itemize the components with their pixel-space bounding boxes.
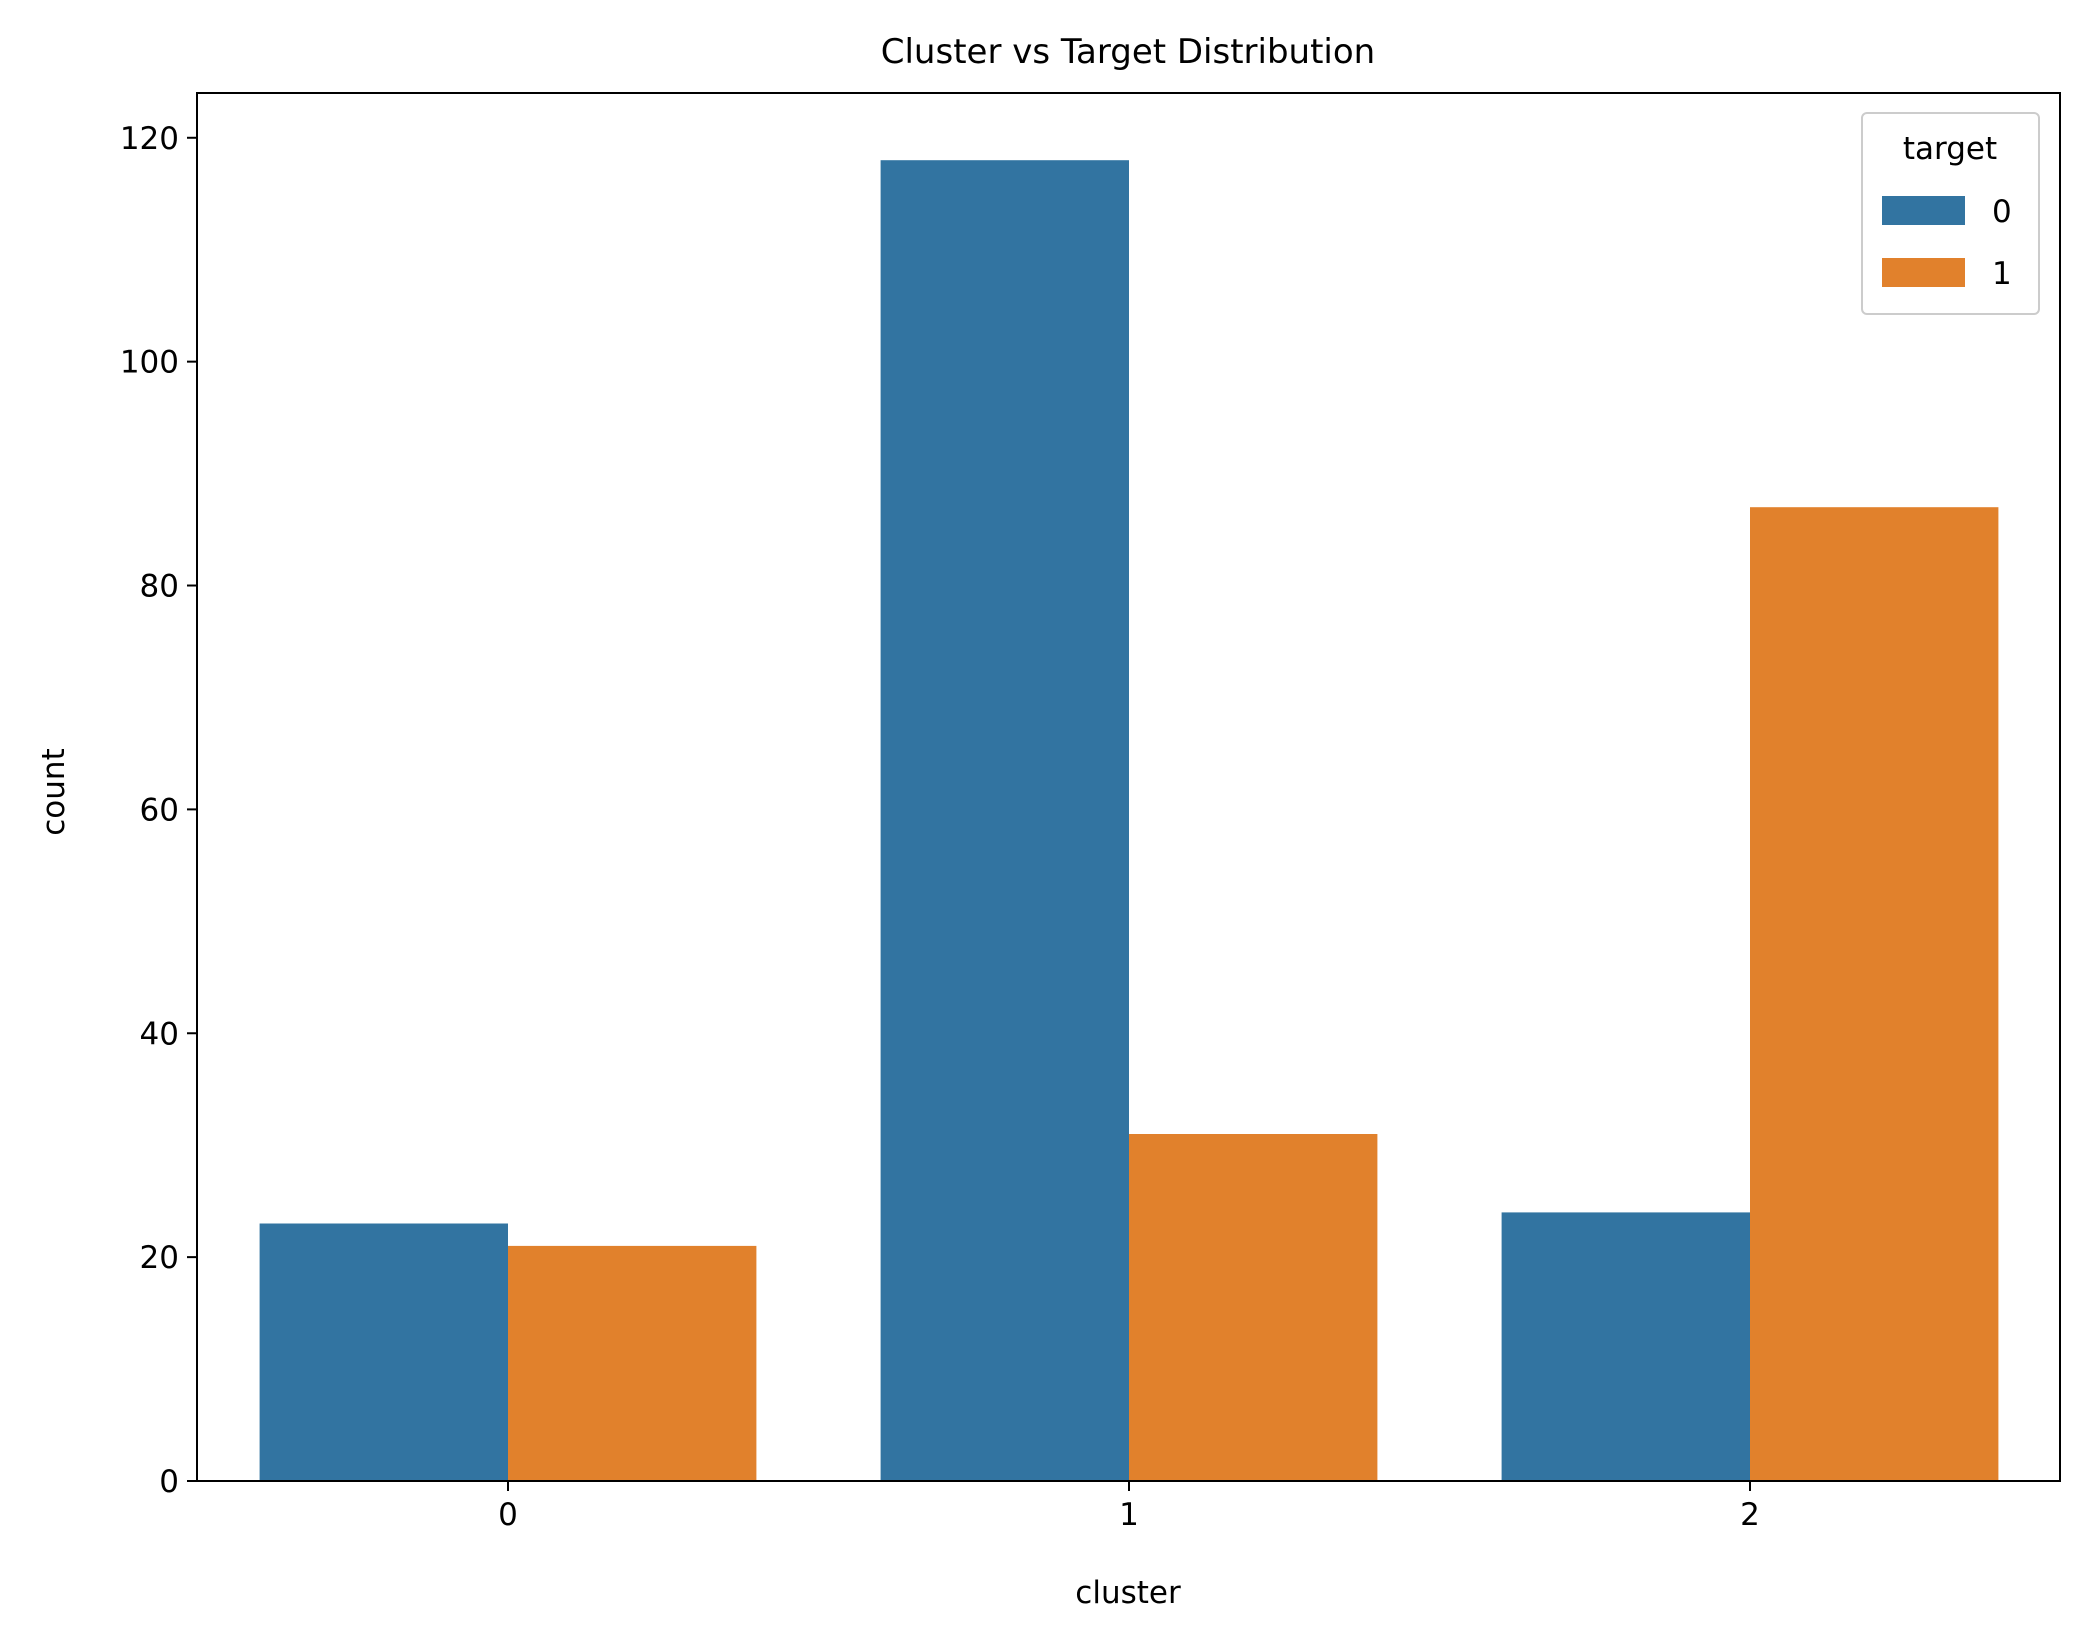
- y-tick-label: 80: [140, 569, 179, 605]
- y-tick-label: 100: [120, 345, 179, 381]
- y-axis-label: count: [36, 748, 72, 835]
- bars-layer: [259, 160, 1999, 1482]
- legend-swatch-1: [1882, 258, 1965, 287]
- legend-label-0: 0: [1992, 194, 2012, 230]
- x-tick-label: 0: [498, 1497, 518, 1533]
- legend: target 01: [1861, 112, 2040, 315]
- x-axis-label: cluster: [1075, 1575, 1181, 1611]
- bar-cluster-1-target-1: [1129, 1134, 1378, 1481]
- bar-cluster-1-target-0: [880, 160, 1129, 1482]
- y-tick-label: 40: [140, 1016, 179, 1052]
- legend-swatch-0: [1882, 196, 1965, 225]
- y-tick-label: 120: [120, 121, 179, 157]
- bar-cluster-2-target-1: [1750, 507, 1999, 1481]
- x-tick-label: 1: [1119, 1497, 1139, 1533]
- legend-title: target: [1903, 131, 1997, 167]
- legend-entries: 01: [1882, 194, 2012, 292]
- chart-title: Cluster vs Target Distribution: [881, 32, 1375, 72]
- bar-cluster-0-target-0: [259, 1223, 508, 1481]
- bar-cluster-0-target-1: [508, 1245, 757, 1481]
- x-tick-label: 2: [1740, 1497, 1760, 1533]
- y-tick-label: 20: [140, 1240, 179, 1276]
- legend-label-1: 1: [1992, 256, 2012, 292]
- y-tick-label: 0: [159, 1464, 179, 1500]
- bar-cluster-2-target-0: [1501, 1212, 1750, 1481]
- y-tick-label: 60: [140, 792, 179, 828]
